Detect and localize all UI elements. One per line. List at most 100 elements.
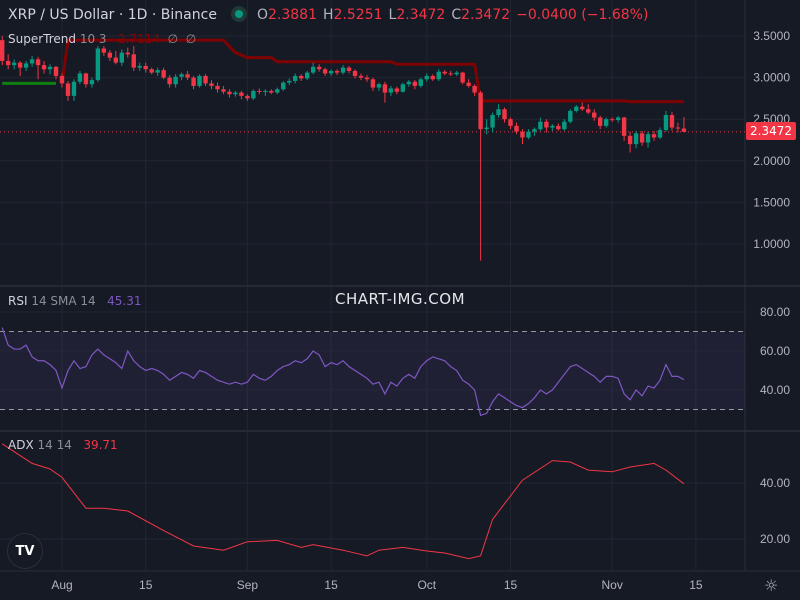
candle-body [263, 90, 268, 92]
candle [478, 90, 483, 261]
candle [412, 80, 418, 90]
last-price-tag: 2.3472 [746, 122, 796, 140]
candle [328, 69, 334, 76]
candle-body [376, 84, 382, 88]
tradingview-logo-icon: TV [15, 543, 35, 559]
symbol-title[interactable]: XRP / US Dollar · 1D · Binance [8, 7, 217, 23]
candle [101, 45, 107, 56]
close-label: C [451, 7, 462, 23]
candle-body [125, 52, 130, 55]
candle-body [287, 80, 292, 83]
candle [657, 127, 663, 140]
candle [155, 67, 160, 76]
candle [675, 122, 681, 133]
candle-body [580, 106, 585, 110]
candle [621, 116, 627, 141]
candle-body [568, 110, 573, 122]
candle [275, 87, 280, 95]
candle [574, 105, 579, 113]
candle [436, 69, 441, 81]
candle [562, 119, 567, 131]
candle-body [592, 112, 597, 118]
candle [352, 69, 358, 79]
candle-body [532, 129, 537, 132]
candle [627, 131, 633, 153]
candle [65, 80, 71, 101]
candle-body [442, 71, 447, 74]
candle [83, 72, 89, 88]
candle [59, 73, 65, 88]
candle-body [657, 130, 663, 138]
sun-gear-icon[interactable]: ☼ [764, 576, 779, 595]
supertrend-legend[interactable]: SuperTrend 10 3 2.7114 ∅ ∅ [8, 32, 196, 46]
candle [233, 90, 238, 97]
candle-body [352, 70, 358, 76]
candle-body [59, 75, 65, 84]
candle-body [514, 125, 519, 132]
candle [460, 71, 465, 85]
candle [197, 74, 202, 88]
candle-body [17, 62, 23, 68]
candle-body [508, 119, 513, 126]
candle [53, 65, 59, 80]
candle-body [107, 52, 113, 58]
candle-body [364, 77, 370, 80]
x-tick-label: Sep [237, 578, 259, 592]
market-status-dot [234, 10, 243, 18]
candle [11, 59, 17, 70]
candle-body [370, 79, 376, 88]
candle [107, 50, 113, 61]
candle [603, 117, 609, 128]
rsi-line [1, 327, 685, 417]
rsi-band-fill [0, 331, 745, 410]
candle [316, 64, 322, 72]
candle [370, 77, 376, 91]
candle-body [556, 125, 561, 130]
candle-body [155, 70, 160, 73]
candle [287, 78, 292, 86]
candle-body [41, 65, 47, 70]
rsi-params: 14 SMA 14 [31, 294, 96, 308]
candle [221, 85, 226, 95]
candle-body [412, 81, 418, 86]
x-tick-label: 15 [689, 578, 703, 592]
candle-body [275, 89, 280, 93]
candle-body [550, 125, 555, 128]
candle [526, 129, 531, 140]
rsi-name: RSI [8, 294, 28, 308]
candle [281, 80, 286, 91]
candle [137, 62, 142, 71]
candle [556, 123, 561, 131]
candle [35, 56, 41, 80]
candle [669, 111, 675, 131]
candle [633, 130, 639, 149]
candle-body [173, 76, 178, 85]
candle [592, 109, 597, 121]
tradingview-logo[interactable]: TV [7, 533, 43, 569]
candle [615, 115, 621, 123]
candle [47, 64, 53, 75]
candle-body [669, 115, 675, 128]
candle-body [328, 70, 334, 74]
candle [472, 84, 477, 96]
rsi-legend[interactable]: RSI 14 SMA 14 45.31 [8, 294, 142, 308]
x-tick-label: 15 [324, 578, 338, 592]
candle [203, 74, 208, 86]
candle-body [633, 133, 639, 145]
price-tick-label: 3.5000 [753, 29, 790, 43]
candle-body [113, 57, 119, 63]
adx-legend[interactable]: ADX 14 14 39.71 [8, 438, 118, 452]
candle [113, 50, 119, 65]
candle [508, 117, 513, 130]
candle-body [663, 115, 669, 131]
candle [119, 49, 124, 66]
candle-body [203, 75, 208, 84]
candle-body [137, 65, 142, 68]
candle [257, 88, 262, 95]
candle [496, 104, 501, 118]
candle-body [394, 88, 400, 92]
candle-body [257, 90, 262, 92]
candle [544, 119, 549, 133]
candle-body [83, 73, 89, 85]
